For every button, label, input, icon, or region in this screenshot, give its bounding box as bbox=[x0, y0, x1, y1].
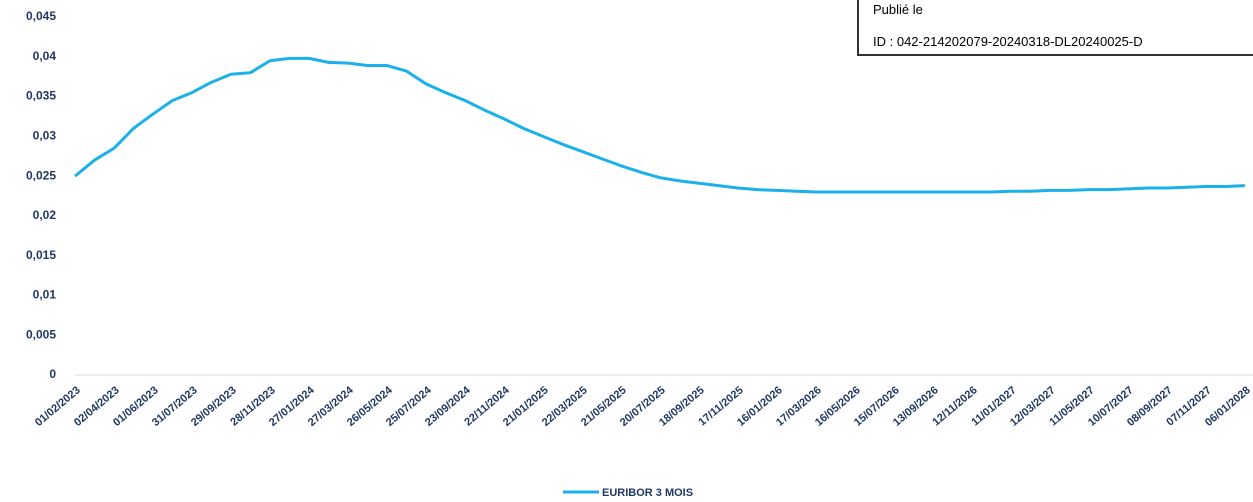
legend-label: EURIBOR 3 MOIS bbox=[602, 487, 693, 499]
y-tick-label: 0 bbox=[49, 367, 56, 381]
y-tick-label: 0,045 bbox=[26, 9, 56, 23]
stamp: Publié le ID : 042-214202079-20240318-DL… bbox=[857, 0, 1253, 56]
y-tick-label: 0,015 bbox=[26, 248, 56, 262]
y-tick-label: 0,035 bbox=[26, 89, 56, 103]
y-tick-label: 0,03 bbox=[33, 129, 57, 143]
stamp-published: Publié le bbox=[873, 2, 923, 17]
y-tick-label: 0,02 bbox=[33, 208, 57, 222]
y-tick-label: 0,025 bbox=[26, 168, 56, 182]
stamp-id: ID : 042-214202079-20240318-DL20240025-D bbox=[873, 34, 1143, 49]
y-tick-label: 0,005 bbox=[26, 327, 56, 341]
line bbox=[74, 56, 1246, 194]
y-tick-label: 0,01 bbox=[33, 288, 57, 302]
y-tick-label: 0,04 bbox=[33, 49, 57, 63]
